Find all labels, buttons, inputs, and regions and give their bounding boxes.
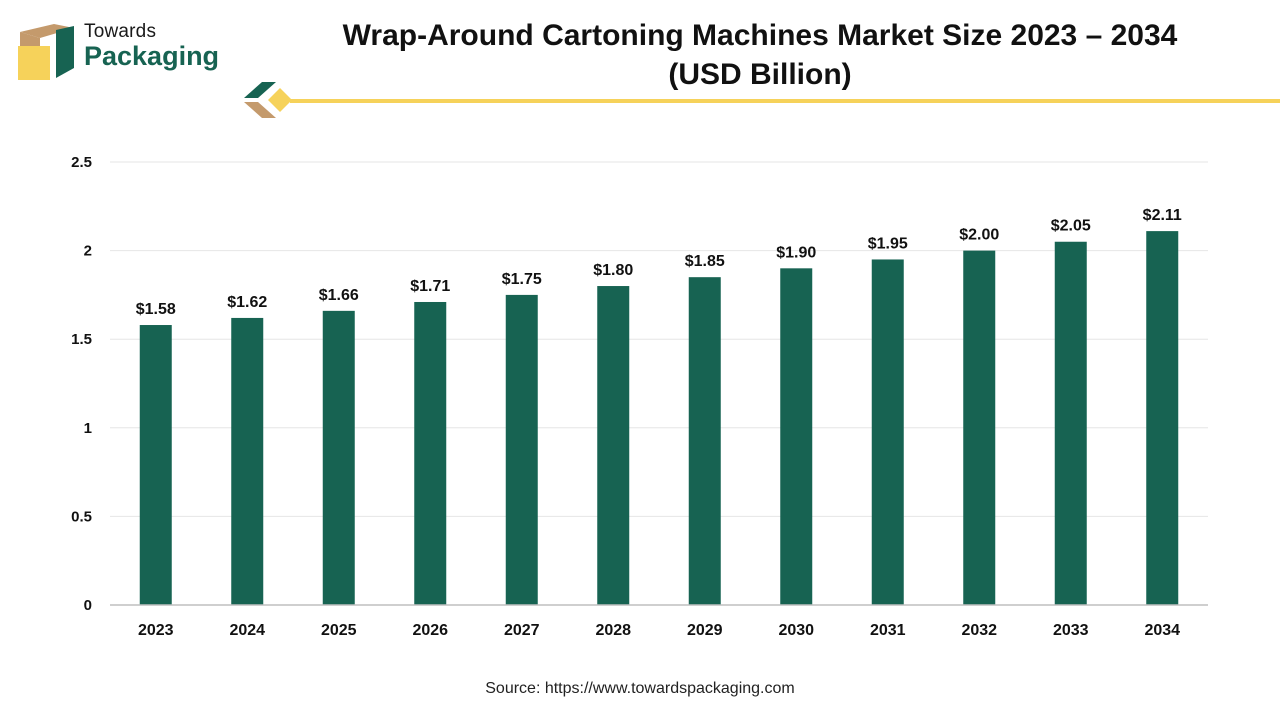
bar-value-label: $1.75 [502,271,542,288]
x-tick-label: 2028 [595,622,631,639]
divider-tan-chevron [244,102,276,118]
bar-value-label: $1.58 [136,301,176,318]
bar [1054,241,1087,606]
bar [231,317,264,605]
bar [871,259,904,605]
x-tick-label: 2026 [412,622,448,639]
bar-value-label: $2.05 [1051,218,1091,235]
x-tick-label: 2033 [1053,622,1089,639]
bar [414,301,447,605]
divider-green-chevron [244,82,276,98]
chart-title-line-1: Wrap-Around Cartoning Machines Market Si… [342,19,1178,52]
x-tick-label: 2029 [687,622,723,639]
bar-value-label: $1.71 [410,278,450,295]
divider-yellow-diamond [268,88,292,112]
chart-title: Wrap-Around Cartoning Machines Market Si… [300,16,1220,94]
bar [505,294,538,605]
bar-value-label: $2.00 [959,227,999,244]
source-note: Source: https://www.towardspackaging.com [485,680,795,697]
x-tick-label: 2032 [961,622,997,639]
bar-value-labels: $1.58 $1.62 $1.66 $1.71 $1.75 $1.80 $1.85 $1.90… [136,207,1182,318]
bar-value-label: $2.11 [1143,207,1182,224]
bar-value-label: $1.62 [227,294,267,311]
y-tick-label: 1.5 [71,331,92,348]
x-tick-label: 2027 [504,622,540,639]
bar-value-label: $1.90 [776,244,816,261]
brand-line-1: Towards [84,21,157,42]
x-axis-ticks: 2023 2024 2025 2026 2027 2028 2029 2030 2031 2032… [138,622,1180,639]
bars [139,231,1179,606]
divider-yellow-line [290,99,1280,103]
bar-value-label: $1.85 [685,253,725,270]
gridlines [110,161,1208,517]
y-tick-label: 0.5 [71,508,92,525]
brand-line-2: Packaging [84,41,220,71]
bar [963,250,996,605]
x-tick-label: 2031 [870,622,906,639]
bar [688,277,721,605]
bar [139,325,172,605]
chart-title-line-2: (USD Billion) [668,58,852,91]
bar-value-label: $1.66 [319,287,359,304]
x-tick-label: 2034 [1144,622,1180,639]
y-tick-label: 2 [84,243,92,260]
bar [597,286,630,605]
x-tick-label: 2024 [229,622,265,639]
bar [1146,231,1179,605]
y-axis-ticks: 0 0.5 1 1.5 2 2.5 [71,154,92,614]
header-divider [244,82,1280,118]
box-logo-icon [18,24,74,80]
bar [780,268,813,605]
bar-value-label: $1.80 [593,262,633,279]
x-tick-label: 2025 [321,622,357,639]
y-tick-label: 2.5 [71,154,92,171]
towards-packaging-logo [18,22,238,82]
x-tick-label: 2023 [138,622,174,639]
y-tick-label: 1 [84,420,92,437]
bar-value-label: $1.95 [868,235,908,252]
bar [322,310,355,605]
x-tick-label: 2030 [778,622,814,639]
y-tick-label: 0 [84,597,92,614]
